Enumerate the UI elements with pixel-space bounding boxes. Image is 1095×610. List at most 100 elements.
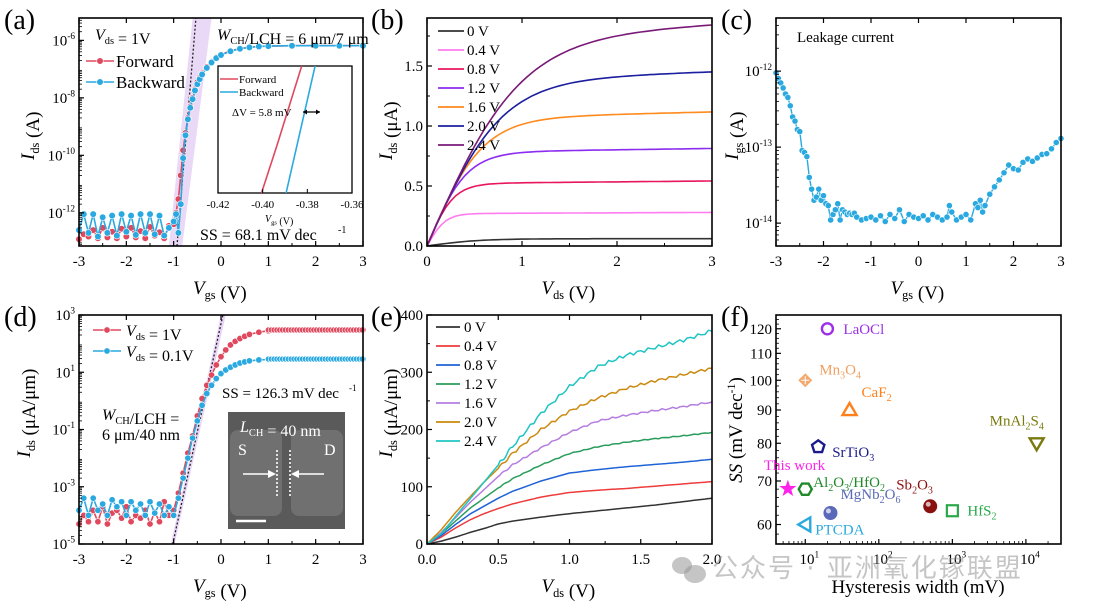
series-line-20V xyxy=(426,71,713,247)
data-point xyxy=(358,355,366,363)
x-tick-label: -3 xyxy=(73,254,86,270)
legend-marker xyxy=(96,57,104,65)
y-tick-label: 400 xyxy=(401,308,424,324)
data-point xyxy=(808,185,816,193)
y-tick-label: 300 xyxy=(401,365,424,381)
panel-label: (c) xyxy=(721,5,752,36)
x-axis-label: Vgs (V) xyxy=(891,278,945,304)
x-tick-label: 0.5 xyxy=(489,552,508,568)
marker-circle xyxy=(820,322,835,336)
data-point xyxy=(160,232,168,240)
data-point xyxy=(186,104,194,112)
x-tick-label: -3 xyxy=(770,254,783,270)
legend-label: 1.2 V xyxy=(464,377,497,393)
data-point xyxy=(784,94,792,101)
data-point xyxy=(358,326,366,334)
data-point-sb2o3: Sb2O3 xyxy=(896,477,938,514)
y-tick-label: 60 xyxy=(757,518,772,534)
x-tick-label: 1 xyxy=(518,254,526,270)
data-point-srtio3: SrTiO3 xyxy=(810,438,874,464)
y-tick-label: 0.0 xyxy=(404,239,423,255)
y-axis-label: Igs (A) xyxy=(722,112,748,161)
x-tick-label: 0 xyxy=(217,552,225,568)
data-point xyxy=(1000,169,1008,177)
data-point xyxy=(1048,145,1055,153)
point-label: PTCDA xyxy=(815,523,864,539)
data-point xyxy=(976,196,984,204)
sem-arrowhead-right xyxy=(291,470,299,478)
legend-label: Backward xyxy=(116,73,185,92)
series-line-04V xyxy=(426,480,713,545)
y-tick-label: 110 xyxy=(750,346,772,362)
data-point xyxy=(226,47,235,55)
data-point xyxy=(155,211,164,220)
point-label: SrTiO3 xyxy=(832,445,874,464)
data-point xyxy=(900,218,908,225)
data-point xyxy=(986,190,994,198)
data-point xyxy=(967,216,975,224)
data-point xyxy=(217,353,225,361)
y-tick-label: 10-6 xyxy=(52,32,75,49)
y-axis-label: SS (mV dec-1) xyxy=(724,377,747,483)
data-point xyxy=(962,211,970,218)
data-point xyxy=(245,43,253,51)
y-tick-label: 100 xyxy=(401,480,424,496)
inset-frame xyxy=(217,65,353,194)
annotation-ss-sup: -1 xyxy=(349,383,357,393)
y-tick-label: 10-12 xyxy=(745,63,773,80)
marker-sphere-highlight xyxy=(925,501,931,507)
data-point-caf2: CaF2 xyxy=(840,385,892,417)
chart-b: 0 1 2 3 0.0 0.5 1.0 1.5 Vds (V) Ids (μA) 0 V 0.4 V 0… xyxy=(376,17,716,304)
marker-star xyxy=(779,479,797,497)
chart-d: -3 -2 -1 0 1 2 3 10-5 10-3 10-1 101 103 Vgs (V) Ids (… xyxy=(14,307,367,602)
y-tick-label: 101 xyxy=(55,364,75,381)
legend-label: 1.6 V xyxy=(464,396,497,412)
x-tick-label: 101 xyxy=(799,551,819,568)
data-point xyxy=(919,212,927,220)
data-point xyxy=(991,183,998,191)
x-tick-label: -1 xyxy=(167,552,180,568)
data-point xyxy=(1043,150,1051,158)
legend-marker xyxy=(103,347,111,355)
x-axis-label: Vds (V) xyxy=(542,576,596,602)
inset-line-forward xyxy=(260,65,303,194)
sem-arrowhead-left xyxy=(268,470,276,478)
x-tick-label: 3 xyxy=(359,552,367,568)
chart-a: -3 -2 -1 0 1 2 3 10-12 10-10 10-8 10-6 Vgs (V) Ids (… xyxy=(18,17,369,304)
marker-square xyxy=(945,504,959,518)
data-point xyxy=(245,357,253,365)
data-point xyxy=(146,498,154,506)
data-point-ptcda: PTCDA xyxy=(795,515,865,539)
x-tick-label: 102 xyxy=(873,551,893,568)
x-tick-label: 1.5 xyxy=(631,552,650,568)
y-axis-label: Ids (A) xyxy=(18,112,44,161)
data-point xyxy=(226,341,234,349)
x-tick-label: 0 xyxy=(423,254,431,270)
y-axis-label: Ids (μA/μm) xyxy=(376,369,402,459)
data-point xyxy=(94,518,102,526)
marker-triangle-up xyxy=(840,400,859,417)
sem-label-drain: D xyxy=(324,442,336,459)
y-tick-label: 90 xyxy=(757,403,772,419)
y-tick-label: 80 xyxy=(757,436,772,452)
data-point xyxy=(127,518,135,526)
x-tick-label: 2 xyxy=(312,552,320,568)
data-point xyxy=(155,518,163,526)
data-point xyxy=(877,212,884,220)
inset-x-tick-label: -0.40 xyxy=(251,199,274,211)
data-point xyxy=(943,213,951,221)
data-point xyxy=(203,64,211,72)
y-tick-label: 10-1 xyxy=(52,421,75,438)
legend-label: 1.2 V xyxy=(467,81,500,97)
legend-label: Vds = 1V xyxy=(126,323,182,344)
point-label: HfS2 xyxy=(967,504,996,523)
point-label: Mn3O4 xyxy=(819,362,861,381)
y-axis-label: Ids (μA) xyxy=(376,101,402,161)
data-point xyxy=(122,228,130,236)
legend-label: Forward xyxy=(116,52,174,71)
data-point xyxy=(881,218,889,225)
x-tick-label: 2 xyxy=(1010,254,1018,270)
data-point xyxy=(184,115,192,123)
y-tick-label: 200 xyxy=(401,423,424,439)
point-label: Sb2O3 xyxy=(896,477,933,496)
